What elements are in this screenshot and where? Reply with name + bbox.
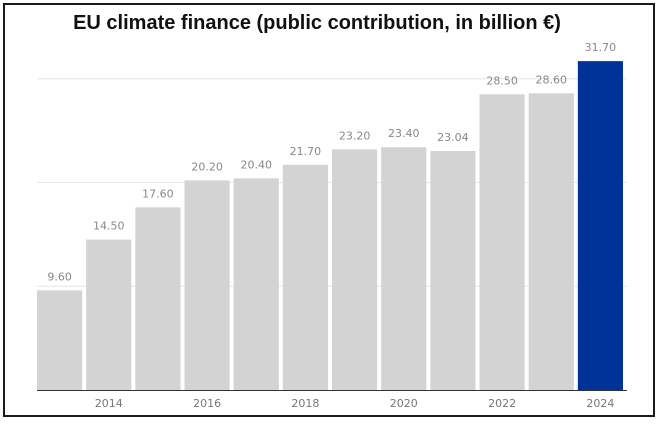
value-label-2015: 17.60 [142, 187, 174, 200]
value-labels: 9.60 14.50 17.60 20.20 20.40 21.70 23.20 23.40 2… [47, 41, 616, 283]
value-label-2017: 20.40 [241, 158, 273, 171]
tick-label-2022: 2022 [488, 397, 516, 410]
bar-2023 [528, 93, 574, 391]
tick-label-2016: 2016 [193, 397, 221, 410]
value-label-2014: 14.50 [93, 220, 125, 233]
value-label-2016: 20.20 [191, 160, 223, 173]
value-label-2020: 23.40 [388, 127, 420, 140]
tick-label-2018: 2018 [291, 397, 319, 410]
value-label-2018: 21.70 [290, 145, 322, 158]
value-label-2019: 23.20 [339, 129, 371, 142]
tick-label-2014: 2014 [95, 397, 123, 410]
bar-2020 [381, 147, 427, 390]
bar-2014 [86, 239, 132, 390]
value-label-2013: 9.60 [47, 270, 72, 283]
bar-2019 [332, 149, 378, 390]
bar-2022 [479, 94, 525, 390]
value-label-2021: 23.04 [437, 131, 469, 144]
bar-2016 [184, 180, 230, 390]
value-label-2023: 28.60 [536, 73, 568, 86]
chart-title: EU climate finance (public contribution,… [73, 12, 561, 34]
tick-label-2020: 2020 [390, 397, 418, 410]
bar-2018 [282, 164, 328, 390]
value-label-2022: 28.50 [486, 74, 518, 87]
bar-2015 [135, 207, 181, 390]
bar-series [37, 61, 623, 391]
x-tick-labels: 2014 2016 2018 2020 2022 2024 [95, 397, 615, 410]
bar-2013 [37, 290, 83, 390]
value-label-2024: 31.70 [585, 41, 617, 54]
bar-2021 [430, 150, 476, 390]
tick-label-2024: 2024 [586, 397, 614, 410]
bar-2024 [577, 61, 623, 391]
bar-2017 [233, 178, 279, 390]
